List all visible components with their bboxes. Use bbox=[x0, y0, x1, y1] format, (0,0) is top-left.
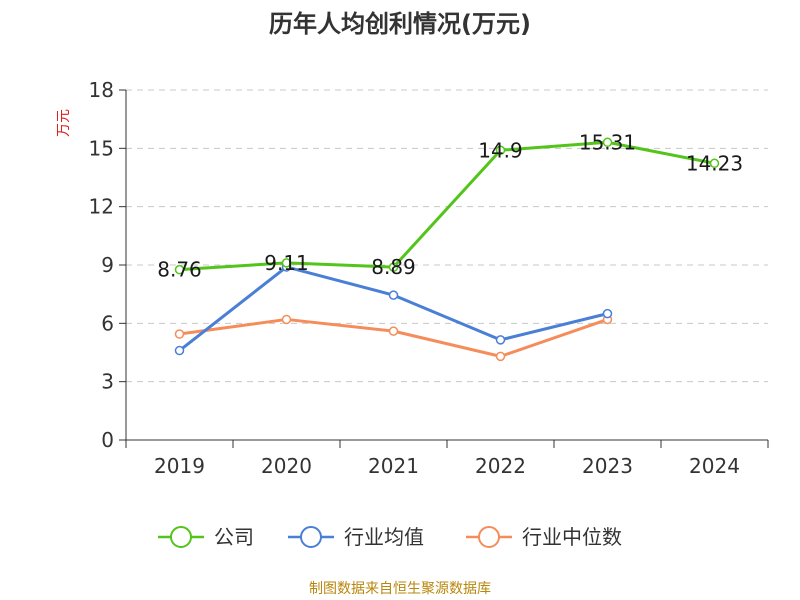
legend-item[interactable]: 公司 bbox=[158, 525, 254, 549]
source-note: 制图数据来自恒生聚源数据库 bbox=[309, 581, 491, 597]
legend-label: 行业均值 bbox=[344, 525, 424, 549]
x-tick-label: 2020 bbox=[261, 454, 312, 478]
legend-marker-icon bbox=[170, 526, 192, 548]
series-lines bbox=[174, 137, 720, 362]
grid-lines bbox=[126, 89, 768, 383]
series-line bbox=[178, 265, 608, 352]
x-tick-label: 2024 bbox=[689, 454, 740, 478]
data-point bbox=[495, 351, 506, 362]
x-tick-label: 2021 bbox=[368, 454, 419, 478]
data-point bbox=[602, 137, 613, 148]
data-point bbox=[174, 329, 185, 339]
legend-marker-icon bbox=[300, 526, 322, 548]
data-label: 8.89 bbox=[371, 255, 416, 279]
data-point bbox=[388, 326, 399, 336]
data-label: 9.11 bbox=[264, 251, 309, 275]
data-label: 8.76 bbox=[157, 258, 202, 282]
data-point bbox=[281, 314, 292, 325]
chart-title: 历年人均创利情况(万元) bbox=[269, 10, 531, 38]
x-tick-label: 2023 bbox=[582, 454, 633, 478]
y-tick-label: 0 bbox=[101, 428, 114, 452]
legend-label: 行业中位数 bbox=[522, 525, 622, 549]
y-tick-label: 3 bbox=[101, 370, 114, 394]
legend: 公司 行业均值 行业中位数 bbox=[158, 525, 622, 549]
x-tick-label: 2022 bbox=[475, 454, 526, 478]
data-point bbox=[281, 258, 292, 268]
x-tick-label: 2019 bbox=[154, 454, 205, 478]
data-point bbox=[495, 335, 506, 345]
y-tick-label: 12 bbox=[89, 195, 114, 219]
y-tick-label: 18 bbox=[89, 78, 114, 102]
data-label: 15.31 bbox=[579, 130, 636, 154]
y-tick-label: 6 bbox=[101, 311, 114, 335]
data-point bbox=[495, 145, 506, 156]
legend-item[interactable]: 行业中位数 bbox=[466, 525, 622, 549]
data-point bbox=[174, 345, 185, 356]
data-labels: 8.76 9.11 8.89 14.9 15.31 14.23 bbox=[157, 130, 743, 281]
y-tick-label: 9 bbox=[101, 253, 114, 277]
data-label: 14.23 bbox=[686, 151, 743, 175]
series-line bbox=[179, 140, 715, 272]
data-point bbox=[709, 158, 720, 169]
legend-item[interactable]: 行业均值 bbox=[288, 525, 424, 549]
data-label: 14.9 bbox=[478, 138, 523, 162]
data-point bbox=[602, 308, 613, 319]
y-axis-label: 万元 bbox=[56, 109, 72, 137]
legend-label: 公司 bbox=[214, 525, 254, 549]
series-line bbox=[179, 317, 608, 358]
y-tick-label: 15 bbox=[89, 136, 114, 160]
data-point bbox=[388, 290, 399, 300]
data-point bbox=[174, 264, 185, 275]
legend-marker-icon bbox=[478, 526, 500, 548]
data-point bbox=[388, 262, 399, 272]
axes: 0 3 6 9 12 15 18 2019 2020 2021 2022 2023 2024 bbox=[89, 78, 769, 478]
